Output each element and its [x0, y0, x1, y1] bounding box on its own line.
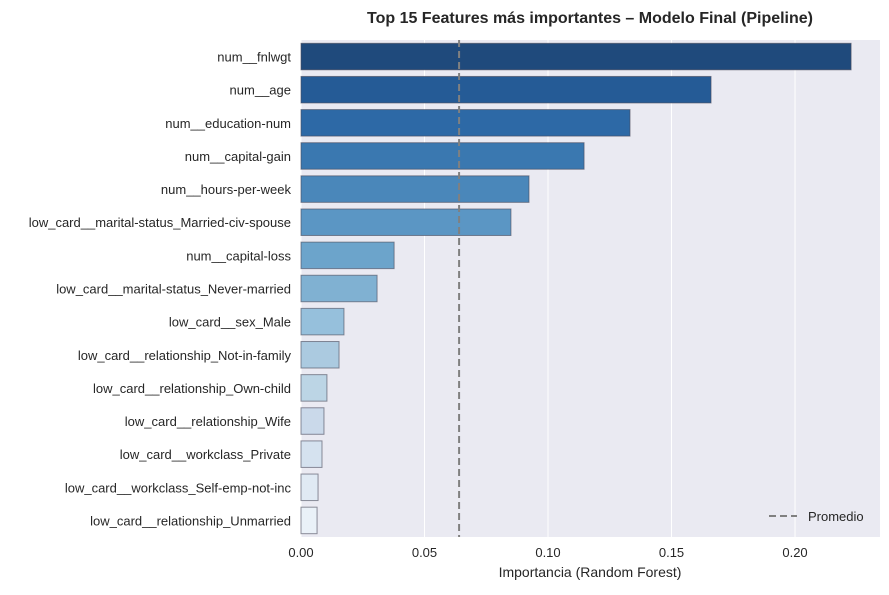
y-tick-label: low_card__workclass_Private [120, 447, 291, 462]
x-tick-label: 0.20 [782, 545, 807, 560]
y-tick-label: num__capital-loss [186, 248, 291, 263]
y-tick-label: low_card__marital-status_Never-married [56, 282, 291, 297]
bar [300, 175, 530, 203]
bar [300, 42, 852, 71]
bar [300, 75, 712, 104]
y-tick-label: low_card__workclass_Self-emp-not-inc [65, 480, 292, 495]
bar [300, 341, 340, 369]
bar [300, 307, 345, 336]
y-tick-label: low_card__relationship_Not-in-family [78, 348, 292, 363]
bar [300, 109, 631, 137]
legend: Promedio [769, 509, 864, 524]
bar [300, 274, 378, 303]
legend-label: Promedio [808, 509, 864, 524]
x-tick-label: 0.00 [288, 545, 313, 560]
bar [300, 473, 319, 502]
bar [300, 506, 318, 535]
bar [300, 407, 325, 435]
y-tick-label: low_card__relationship_Wife [125, 414, 291, 429]
x-tick-label: 0.15 [659, 545, 684, 560]
x-tick-label: 0.05 [412, 545, 437, 560]
y-tick-label: low_card__relationship_Own-child [93, 381, 291, 396]
y-tick-label: num__age [230, 83, 291, 98]
bar [300, 440, 323, 468]
y-tick-label: num__hours-per-week [161, 182, 292, 197]
bar [300, 208, 512, 236]
y-tick-label: low_card__sex_Male [169, 315, 291, 330]
bar [300, 374, 328, 402]
bar [300, 241, 395, 270]
x-tick-label: 0.10 [535, 545, 560, 560]
y-tick-label: num__education-num [165, 116, 291, 131]
bar [300, 142, 585, 170]
y-tick-label: num__fnlwgt [217, 50, 291, 65]
x-axis-label: Importancia (Random Forest) [499, 564, 682, 580]
y-tick-label: low_card__marital-status_Married-civ-spo… [29, 215, 291, 230]
chart-title: Top 15 Features más importantes – Modelo… [367, 10, 813, 27]
y-tick-label: low_card__relationship_Unmarried [90, 513, 291, 528]
y-tick-label: num__capital-gain [185, 149, 291, 164]
